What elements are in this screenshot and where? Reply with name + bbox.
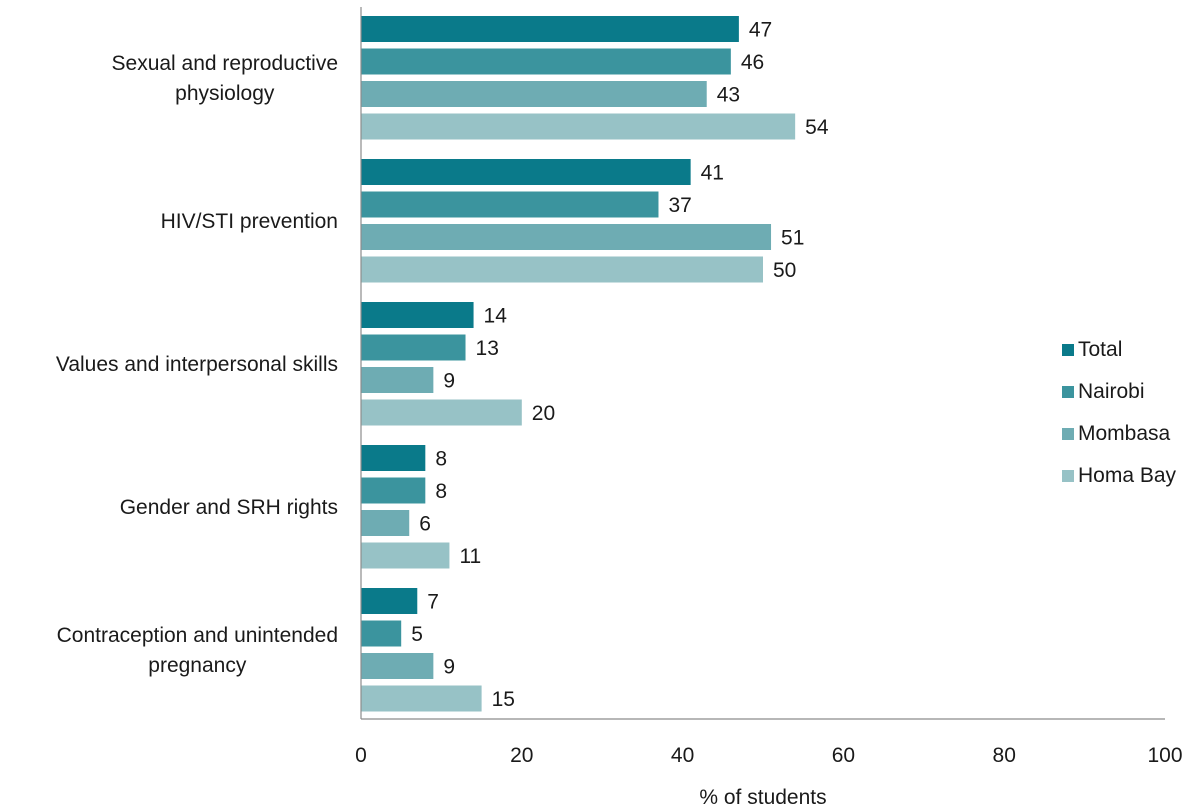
- data-label: 51: [781, 227, 804, 250]
- bar-mombasa-2: [361, 367, 434, 393]
- bar-total-3: [361, 445, 426, 471]
- category-labels: Sexual and reproductive physiology HIV/STI…: [56, 52, 338, 677]
- data-label: 54: [805, 116, 829, 139]
- bar-mombasa-1: [361, 224, 772, 250]
- data-label: 41: [701, 162, 724, 185]
- data-label: 43: [717, 84, 740, 107]
- bar-mombasa-3: [361, 510, 410, 536]
- bar-total-0: [361, 16, 739, 42]
- category-label: HIV/STI prevention: [161, 210, 338, 233]
- x-tick-label: 40: [671, 744, 694, 767]
- data-label: 46: [741, 51, 764, 74]
- data-label: 13: [476, 337, 499, 360]
- legend-swatch: [1062, 386, 1074, 398]
- bars-group: [361, 16, 796, 712]
- x-tick-label: 0: [355, 744, 367, 767]
- legend: Total Nairobi Mombasa Homa Bay: [1062, 338, 1177, 487]
- bar-homa-bay-3: [361, 542, 450, 569]
- bar-mombasa-4: [361, 653, 434, 679]
- category-label: Sexual and reproductive: [112, 52, 338, 75]
- legend-label: Nairobi: [1078, 380, 1145, 403]
- bar-nairobi-3: [361, 477, 426, 504]
- x-tick-labels: 0 20 40 60 80 100: [355, 744, 1182, 767]
- x-tick-label: 100: [1147, 744, 1182, 767]
- bar-nairobi-0: [361, 48, 731, 75]
- data-label: 37: [668, 194, 691, 217]
- data-label: 47: [749, 19, 772, 42]
- x-tick-label: 20: [510, 744, 533, 767]
- bar-nairobi-1: [361, 191, 659, 218]
- data-label: 8: [435, 480, 447, 503]
- category-label: physiology: [175, 82, 275, 105]
- bar-homa-bay-4: [361, 685, 482, 712]
- data-label: 11: [459, 545, 481, 568]
- bar-homa-bay-0: [361, 113, 796, 140]
- data-label: 15: [492, 688, 515, 711]
- data-label: 50: [773, 259, 796, 282]
- legend-swatch: [1062, 428, 1074, 440]
- bar-total-4: [361, 588, 418, 614]
- bar-homa-bay-2: [361, 399, 522, 426]
- legend-label: Total: [1078, 338, 1122, 361]
- x-tick-label: 60: [832, 744, 855, 767]
- x-axis-title: % of students: [699, 786, 826, 809]
- bar-total-1: [361, 159, 691, 185]
- data-label: 9: [443, 656, 455, 679]
- bar-total-2: [361, 302, 474, 328]
- legend-label: Homa Bay: [1078, 464, 1177, 487]
- bar-homa-bay-1: [361, 256, 763, 283]
- data-label: 8: [435, 448, 447, 471]
- bar-nairobi-4: [361, 620, 402, 647]
- data-label: 9: [443, 370, 455, 393]
- data-label: 7: [427, 591, 439, 614]
- legend-swatch: [1062, 470, 1074, 482]
- x-tick-label: 80: [993, 744, 1016, 767]
- category-label: Gender and SRH rights: [120, 496, 338, 519]
- legend-label: Mombasa: [1078, 422, 1171, 445]
- legend-swatch: [1062, 344, 1074, 356]
- data-label: 5: [411, 623, 423, 646]
- data-label: 6: [419, 513, 431, 536]
- category-label: pregnancy: [148, 654, 247, 677]
- data-label: 20: [532, 402, 555, 425]
- category-label: Contraception and unintended: [57, 624, 338, 647]
- category-label: Values and interpersonal skills: [56, 353, 338, 376]
- bar-mombasa-0: [361, 81, 707, 107]
- bar-nairobi-2: [361, 334, 466, 361]
- data-label: 14: [484, 305, 508, 328]
